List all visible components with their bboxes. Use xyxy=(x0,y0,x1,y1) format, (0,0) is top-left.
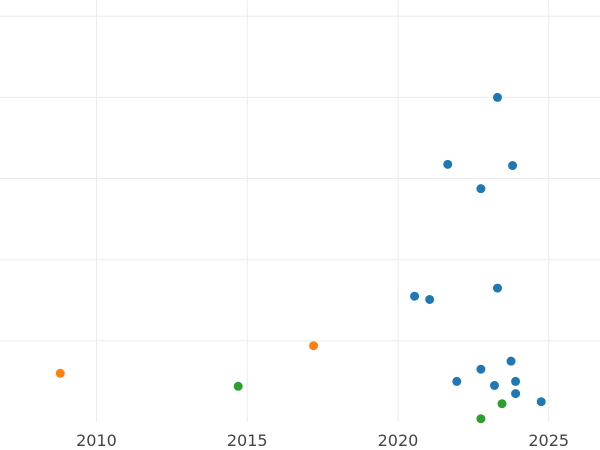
data-point xyxy=(476,184,486,194)
data-point xyxy=(233,381,243,391)
data-point xyxy=(489,380,499,390)
x-tick-labels: 2010 2015 2020 2025 xyxy=(76,431,569,450)
data-point xyxy=(511,389,521,399)
x-tick-label: 2015 xyxy=(227,431,268,450)
data-point xyxy=(492,283,502,293)
data-point xyxy=(506,356,516,366)
data-point xyxy=(476,414,486,424)
grid-layer xyxy=(0,0,600,422)
data-point xyxy=(536,397,546,407)
data-point xyxy=(309,341,319,351)
data-point xyxy=(452,376,462,386)
x-tick-label: 2020 xyxy=(378,431,419,450)
x-tick-label: 2010 xyxy=(76,431,117,450)
data-point xyxy=(492,92,502,102)
data-point xyxy=(55,368,65,378)
data-point xyxy=(425,294,435,304)
data-point xyxy=(511,376,521,386)
data-points xyxy=(55,92,546,424)
data-point xyxy=(443,159,453,169)
data-point xyxy=(476,364,486,374)
x-tick-label: 2025 xyxy=(528,431,569,450)
data-point xyxy=(410,291,420,301)
data-point xyxy=(497,399,507,409)
data-point xyxy=(508,161,518,171)
